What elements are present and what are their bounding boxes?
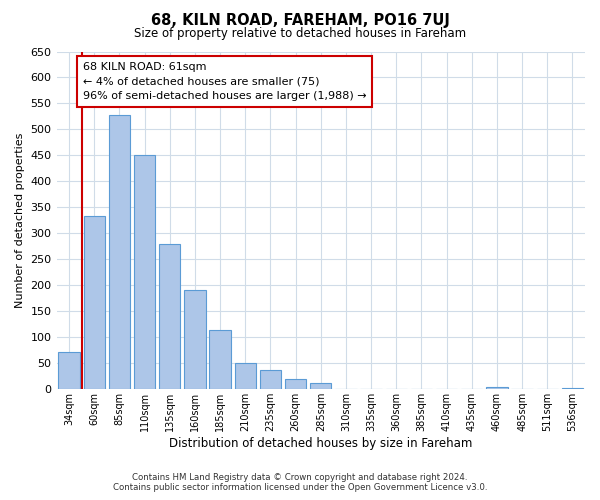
Bar (83, 216, 105, 390)
Bar (209, 330, 231, 390)
Bar (184, 290, 206, 390)
Text: Contains HM Land Registry data © Crown copyright and database right 2024.
Contai: Contains HM Land Registry data © Crown c… (113, 473, 487, 492)
Bar (159, 244, 181, 390)
Bar (58, 352, 80, 390)
X-axis label: Distribution of detached houses by size in Fareham: Distribution of detached houses by size … (169, 437, 472, 450)
Bar (235, 364, 256, 390)
Bar (310, 382, 331, 390)
Bar (562, 388, 583, 390)
Text: 68 KILN ROAD: 61sqm
← 4% of detached houses are smaller (75)
96% of semi-detache: 68 KILN ROAD: 61sqm ← 4% of detached hou… (83, 62, 367, 102)
Text: Size of property relative to detached houses in Fareham: Size of property relative to detached ho… (134, 28, 466, 40)
Bar (486, 386, 508, 390)
Bar (109, 116, 130, 390)
Y-axis label: Number of detached properties: Number of detached properties (15, 132, 25, 308)
Text: 68, KILN ROAD, FAREHAM, PO16 7UJ: 68, KILN ROAD, FAREHAM, PO16 7UJ (151, 12, 449, 28)
Bar (260, 370, 281, 390)
Bar (285, 379, 307, 390)
Bar (134, 156, 155, 390)
